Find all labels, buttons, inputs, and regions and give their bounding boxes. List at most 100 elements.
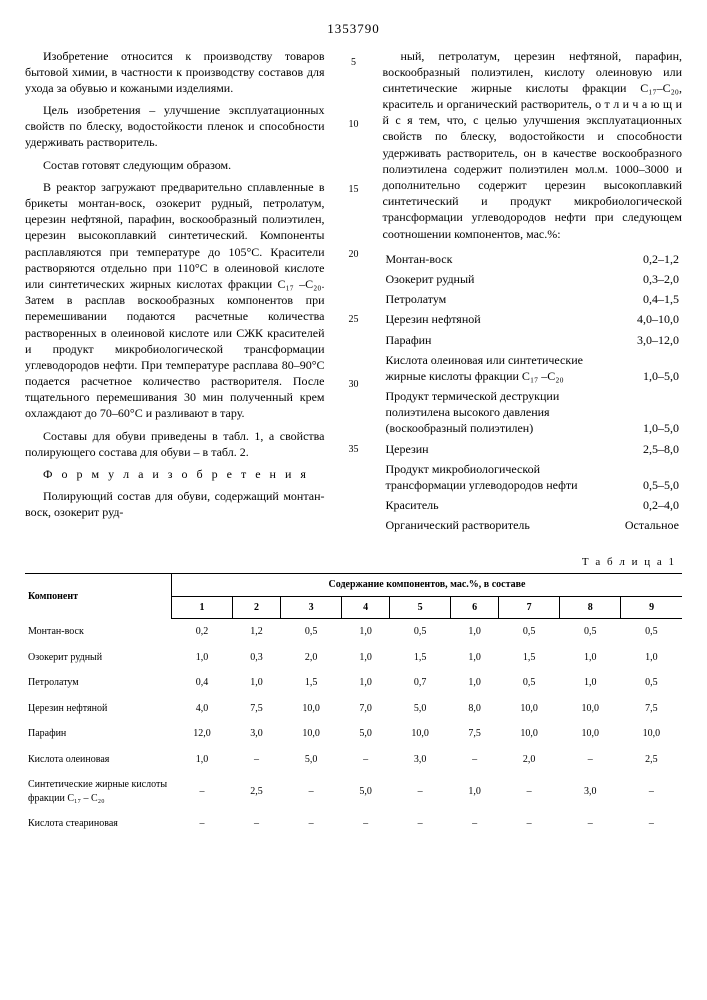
table-cell: 1,5 xyxy=(499,645,560,671)
table-cell: 2,0 xyxy=(499,747,560,773)
table1-colnum: 1 xyxy=(172,596,233,619)
para: Состав готовят следующим образом. xyxy=(25,157,325,173)
table-cell: 12,0 xyxy=(172,721,233,747)
table-cell: 1,0 xyxy=(172,747,233,773)
table-cell: 5,0 xyxy=(390,696,451,722)
table-cell: 0,5 xyxy=(390,619,451,645)
ingredient-value: 0,5–5,0 xyxy=(624,460,680,494)
table-cell: 1,5 xyxy=(390,645,451,671)
table-cell: 2,5 xyxy=(621,747,682,773)
table-cell: – xyxy=(172,772,233,811)
table-cell: 1,5 xyxy=(281,670,342,696)
ingredient-label: Органический растворитель xyxy=(385,516,622,534)
table-cell: 3,0 xyxy=(560,772,621,811)
line-mark: 5 xyxy=(345,56,363,70)
para: В реактор загружают предварительно сплав… xyxy=(25,179,325,422)
ingredient-label: Церезин нефтяной xyxy=(385,310,622,328)
table1-colnum: 2 xyxy=(233,596,281,619)
ingredient-label: Озокерит рудный xyxy=(385,270,622,288)
table-cell: 0,4 xyxy=(172,670,233,696)
ingredient-value: Остальное xyxy=(624,516,680,534)
ingredient-value: 1,0–5,0 xyxy=(624,351,680,385)
ingredient-label: Кислота олеиновая или синтетические жирн… xyxy=(385,351,622,385)
ingredient-label: Продукт микробиологической трансформации… xyxy=(385,460,622,494)
table-cell: – xyxy=(233,747,281,773)
table-cell: 1,2 xyxy=(233,619,281,645)
table1-colnum: 3 xyxy=(281,596,342,619)
table-cell: 1,0 xyxy=(233,670,281,696)
table-cell: – xyxy=(390,772,451,811)
table1-head-content: Содержание компонентов, мас.%, в составе xyxy=(172,574,683,597)
ingredient-value: 4,0–10,0 xyxy=(624,310,680,328)
table-cell: – xyxy=(281,811,342,837)
table-row-label: Кислота стеариновая xyxy=(25,811,172,837)
table-cell: 1,0 xyxy=(342,670,390,696)
table-cell: 0,3 xyxy=(233,645,281,671)
table-cell: 1,0 xyxy=(560,670,621,696)
table-cell: 3,0 xyxy=(390,747,451,773)
table-cell: 0,5 xyxy=(621,619,682,645)
table-cell: 1,0 xyxy=(621,645,682,671)
table-cell: 7,0 xyxy=(342,696,390,722)
table-cell: 2,5 xyxy=(233,772,281,811)
line-mark: 25 xyxy=(345,313,363,327)
ingredient-label: Продукт термической деструкции полиэтиле… xyxy=(385,387,622,438)
table-cell: – xyxy=(560,747,621,773)
table-cell: 10,0 xyxy=(499,696,560,722)
table1-colnum: 6 xyxy=(451,596,499,619)
line-number-gutter: 5 10 15 20 25 30 35 xyxy=(345,48,363,537)
table-row-label: Кислота олеиновая xyxy=(25,747,172,773)
table-cell: 4,0 xyxy=(172,696,233,722)
table-cell: 0,5 xyxy=(499,670,560,696)
table-cell: – xyxy=(281,772,342,811)
table-cell: 10,0 xyxy=(560,696,621,722)
para: Составы для обуви приведены в табл. 1, а… xyxy=(25,428,325,460)
line-mark: 10 xyxy=(345,118,363,132)
table-cell: – xyxy=(172,811,233,837)
table-cell: 1,0 xyxy=(172,645,233,671)
ingredient-value: 0,4–1,5 xyxy=(624,290,680,308)
table1-head-component: Компонент xyxy=(25,574,172,619)
table-cell: 1,0 xyxy=(451,670,499,696)
table1-colnum: 8 xyxy=(560,596,621,619)
table-cell: – xyxy=(621,811,682,837)
line-mark: 20 xyxy=(345,248,363,262)
table1: Компонент Содержание компонентов, мас.%,… xyxy=(25,573,682,837)
table1-colnum: 4 xyxy=(342,596,390,619)
table-cell: 1,0 xyxy=(560,645,621,671)
table-cell: 5,0 xyxy=(342,772,390,811)
table-cell: 10,0 xyxy=(499,721,560,747)
ingredient-value: 0,2–1,2 xyxy=(624,250,680,268)
table-cell: 7,5 xyxy=(451,721,499,747)
ingredient-value: 1,0–5,0 xyxy=(624,387,680,438)
formula-heading: Ф о р м у л а и з о б р е т е н и я xyxy=(25,466,325,482)
table-cell: – xyxy=(499,811,560,837)
ingredient-value: 0,2–4,0 xyxy=(624,496,680,514)
para: Полирующий состав для обуви, содержащий … xyxy=(25,488,325,520)
table-cell: 10,0 xyxy=(281,696,342,722)
table-cell: 1,0 xyxy=(342,645,390,671)
table-cell: 3,0 xyxy=(233,721,281,747)
table-row-label: Петролатум xyxy=(25,670,172,696)
table-cell: 1,0 xyxy=(342,619,390,645)
ingredient-value: 2,5–8,0 xyxy=(624,440,680,458)
table-cell: 1,0 xyxy=(451,772,499,811)
table-cell: – xyxy=(342,811,390,837)
ingredient-label: Парафин xyxy=(385,331,622,349)
two-column-layout: Изобретение относится к производству тов… xyxy=(25,48,682,537)
ingredient-label: Монтан-воск xyxy=(385,250,622,268)
table-row-label: Синтетические жирные кислоты фракции С₁₇… xyxy=(25,772,172,811)
table-cell: 0,5 xyxy=(621,670,682,696)
ingredient-label: Краситель xyxy=(385,496,622,514)
table-cell: 0,5 xyxy=(281,619,342,645)
table-cell: – xyxy=(233,811,281,837)
table-cell: 1,0 xyxy=(451,619,499,645)
line-mark: 30 xyxy=(345,378,363,392)
table1-colnum: 5 xyxy=(390,596,451,619)
table-cell: 0,5 xyxy=(560,619,621,645)
table-row-label: Озокерит рудный xyxy=(25,645,172,671)
table1-colnum: 7 xyxy=(499,596,560,619)
para: ный, петролатум, церезин нефтяной, параф… xyxy=(383,48,683,242)
table-cell: 7,5 xyxy=(233,696,281,722)
para: Цель изобретения – улучшение эксплуатаци… xyxy=(25,102,325,151)
